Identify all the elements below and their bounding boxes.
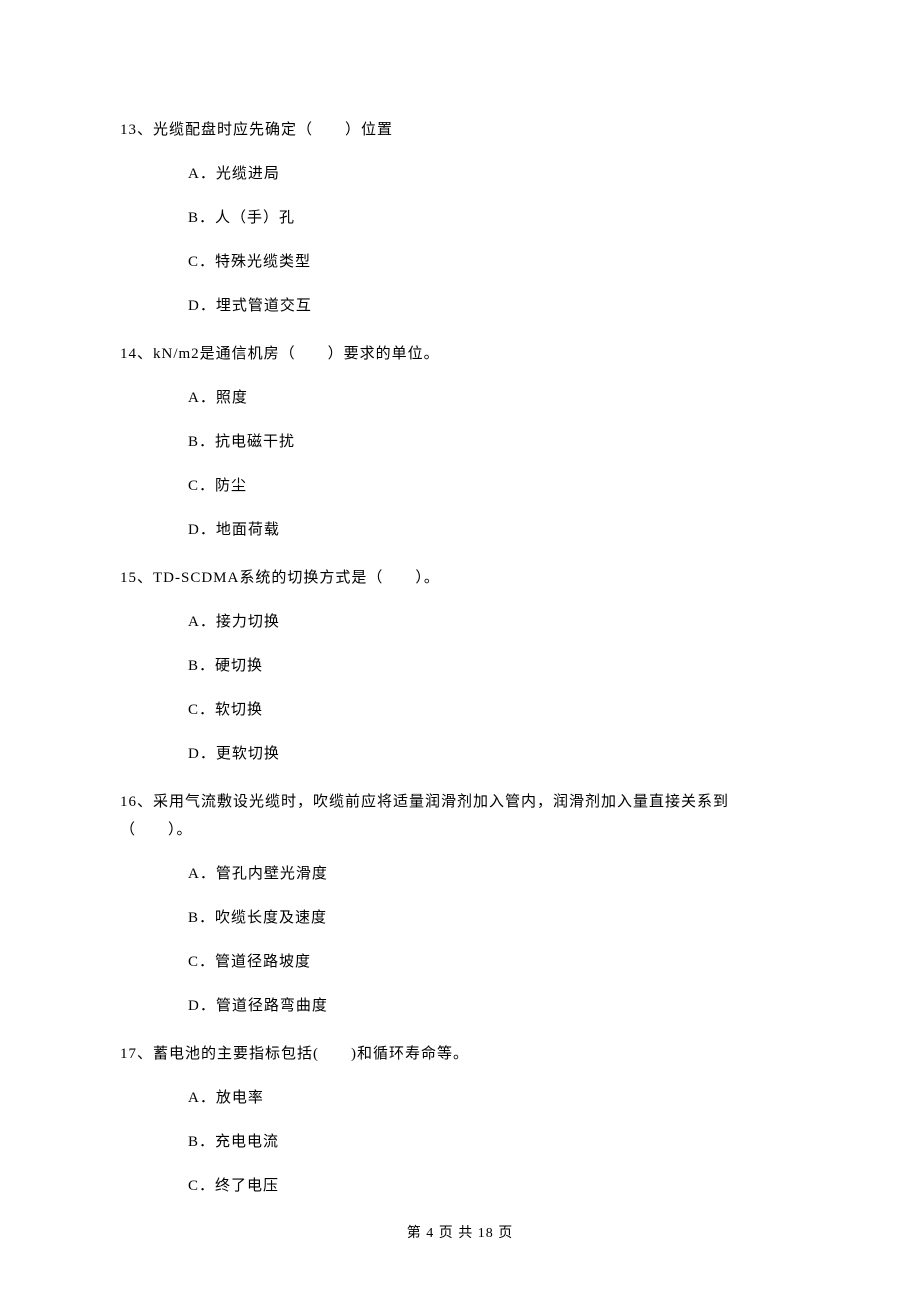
option-d: D．埋式管道交互: [188, 294, 800, 318]
option-b: B．硬切换: [188, 654, 800, 678]
option-a: A．接力切换: [188, 610, 800, 634]
option-d: D．更软切换: [188, 742, 800, 766]
option-c: C．防尘: [188, 474, 800, 498]
option-c: C．管道径路坡度: [188, 950, 800, 974]
question-16: 16、采用气流敷设光缆时，吹缆前应将适量润滑剂加入管内，润滑剂加入量直接关系到 …: [120, 790, 800, 1018]
question-stem: 15、TD-SCDMA系统的切换方式是（ ）。: [120, 566, 800, 590]
option-b: B．吹缆长度及速度: [188, 906, 800, 930]
option-a: A．光缆进局: [188, 162, 800, 186]
question-stem-continuation: （ ）。: [120, 818, 800, 842]
option-b: B．人（手）孔: [188, 206, 800, 230]
question-15: 15、TD-SCDMA系统的切换方式是（ ）。 A．接力切换 B．硬切换 C．软…: [120, 566, 800, 766]
option-d: D．管道径路弯曲度: [188, 994, 800, 1018]
option-a: A．照度: [188, 386, 800, 410]
option-c: C．终了电压: [188, 1174, 800, 1198]
question-stem: 14、kN/m2是通信机房（ ）要求的单位。: [120, 342, 800, 366]
question-17: 17、蓄电池的主要指标包括( )和循环寿命等。 A．放电率 B．充电电流 C．终…: [120, 1042, 800, 1198]
option-a: A．管孔内壁光滑度: [188, 862, 800, 886]
option-b: B．抗电磁干扰: [188, 430, 800, 454]
question-stem: 13、光缆配盘时应先确定（ ）位置: [120, 118, 800, 142]
option-d: D．地面荷载: [188, 518, 800, 542]
option-c: C．软切换: [188, 698, 800, 722]
question-14: 14、kN/m2是通信机房（ ）要求的单位。 A．照度 B．抗电磁干扰 C．防尘…: [120, 342, 800, 542]
option-b: B．充电电流: [188, 1130, 800, 1154]
question-stem: 17、蓄电池的主要指标包括( )和循环寿命等。: [120, 1042, 800, 1066]
option-c: C．特殊光缆类型: [188, 250, 800, 274]
document-content: 13、光缆配盘时应先确定（ ）位置 A．光缆进局 B．人（手）孔 C．特殊光缆类…: [0, 0, 920, 1198]
option-a: A．放电率: [188, 1086, 800, 1110]
page-footer: 第 4 页 共 18 页: [0, 1222, 920, 1242]
question-13: 13、光缆配盘时应先确定（ ）位置 A．光缆进局 B．人（手）孔 C．特殊光缆类…: [120, 118, 800, 318]
question-stem: 16、采用气流敷设光缆时，吹缆前应将适量润滑剂加入管内，润滑剂加入量直接关系到: [120, 790, 800, 814]
